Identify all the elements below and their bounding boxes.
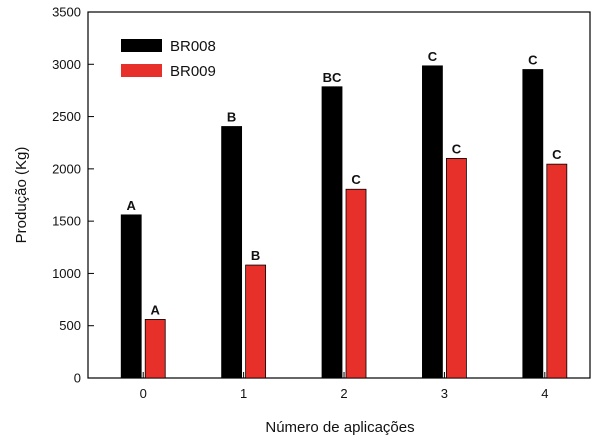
y-tick-label: 2000 [52, 161, 81, 176]
legend-label-br009: BR009 [170, 63, 216, 80]
legend-label-br008: BR008 [170, 38, 216, 55]
bar-br008-4 [522, 69, 544, 379]
bars-group [120, 65, 568, 379]
legend-swatch-br008 [121, 39, 162, 52]
bar-letter-label: C [528, 53, 538, 68]
bar-letter-label: BC [323, 70, 342, 85]
y-tick-label: 500 [59, 318, 81, 333]
x-tick-label: 4 [541, 386, 548, 401]
legend-swatch-br009 [121, 64, 162, 77]
x-tick-label: 1 [240, 386, 247, 401]
bar-labels-group: A A B B BC C C C C C [127, 49, 563, 318]
y-axis-title: Produção (Kg) [13, 147, 30, 244]
y-tick-label: 2500 [52, 109, 81, 124]
bar-br008-0 [120, 214, 142, 379]
x-tick-label: 0 [140, 386, 147, 401]
y-tick-label: 3500 [52, 5, 81, 20]
bar-letter-label: C [552, 147, 562, 162]
bar-letter-label: A [127, 198, 137, 213]
y-tick-label: 3000 [52, 57, 81, 72]
bar-letter-label: C [428, 49, 438, 64]
bar-br009-4 [546, 163, 568, 379]
x-tick-label: 2 [340, 386, 347, 401]
bar-letter-label: B [227, 110, 236, 125]
bar-br009-0 [144, 319, 166, 379]
bar-letter-label: C [351, 172, 361, 187]
x-axis-title: Número de aplicações [265, 419, 414, 436]
legend: BR008 BR009 [121, 38, 216, 80]
x-axis: 0 1 2 3 4 [140, 372, 548, 401]
y-tick-label: 0 [74, 371, 81, 386]
bar-br009-3 [446, 157, 467, 379]
y-axis: 0 500 1000 1500 2000 2500 3000 3500 [52, 5, 94, 386]
bar-br009-2 [345, 188, 367, 379]
bar-letter-label: B [251, 248, 260, 263]
bar-letter-label: C [452, 141, 462, 156]
bar-letter-label: A [151, 302, 161, 317]
bar-br008-2 [321, 86, 343, 379]
bar-br009-1 [245, 264, 267, 379]
y-tick-label: 1500 [52, 214, 81, 229]
bar-br008-1 [221, 126, 243, 379]
bar-br008-3 [422, 65, 443, 379]
x-tick-label: 3 [441, 386, 448, 401]
y-tick-label: 1000 [52, 266, 81, 281]
